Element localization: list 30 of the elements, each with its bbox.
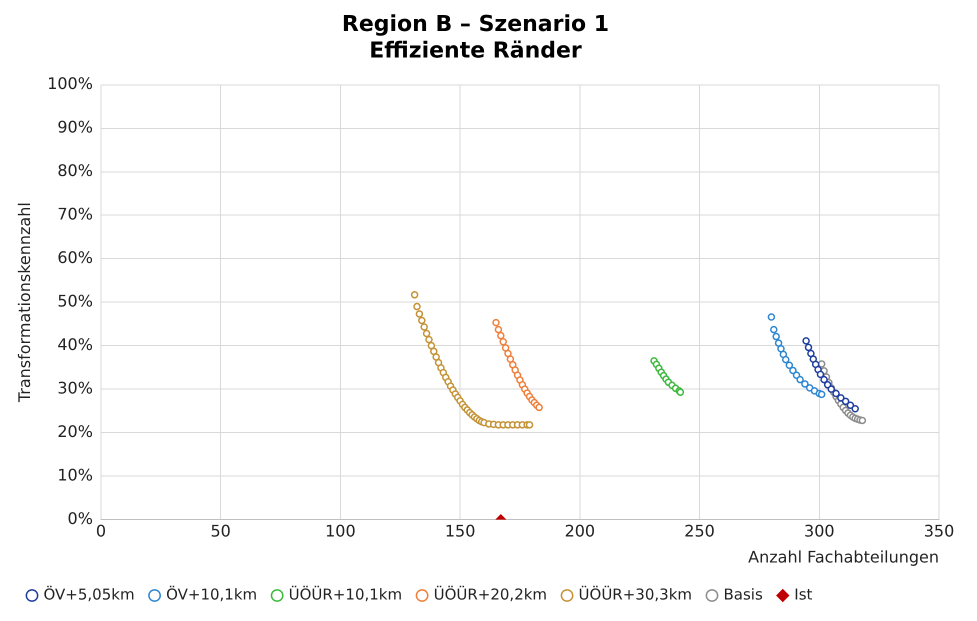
y-tick-label: 40%: [57, 334, 93, 354]
x-tick-label: 50: [210, 521, 231, 540]
x-tick-label: 150: [444, 521, 476, 540]
legend-label: ÜÖÜR+20,2km: [434, 585, 548, 604]
y-tick-label: 100%: [47, 74, 93, 93]
legend-label: ÖV+10,1km: [166, 585, 258, 604]
y-axis-title: Transformationskennzahl: [14, 202, 34, 404]
y-tick-label: 10%: [57, 465, 93, 484]
y-tick-label: 30%: [57, 378, 93, 398]
chart-title: Region B – Szenario 1: [342, 12, 610, 37]
x-tick-label: 350: [924, 521, 954, 540]
x-tick-label: 300: [804, 521, 835, 540]
x-tick-label: 200: [564, 521, 596, 540]
legend-label: Basis: [723, 585, 763, 604]
y-tick-label: 50%: [57, 291, 93, 310]
x-tick-label: 0: [96, 521, 106, 540]
x-tick-label: 250: [684, 521, 715, 540]
legend-label: ÜÖÜR+10,1km: [288, 585, 402, 604]
y-tick-label: 70%: [57, 204, 93, 224]
x-axis-title: Anzahl Fachabteilungen: [748, 548, 939, 567]
y-tick-label: 60%: [57, 248, 93, 267]
legend-label: ÜÖÜR+30,3km: [578, 585, 692, 604]
chart-subtitle: Effiziente Ränder: [369, 38, 582, 64]
y-tick-label: 20%: [57, 422, 93, 441]
x-tick-label: 100: [325, 521, 356, 540]
legend-label: Ist: [794, 585, 813, 604]
y-tick-label: 80%: [57, 160, 93, 180]
y-tick-label: 90%: [57, 117, 93, 136]
y-tick-label: 0%: [68, 508, 93, 528]
legend-label: ÖV+5,05km: [44, 585, 135, 604]
